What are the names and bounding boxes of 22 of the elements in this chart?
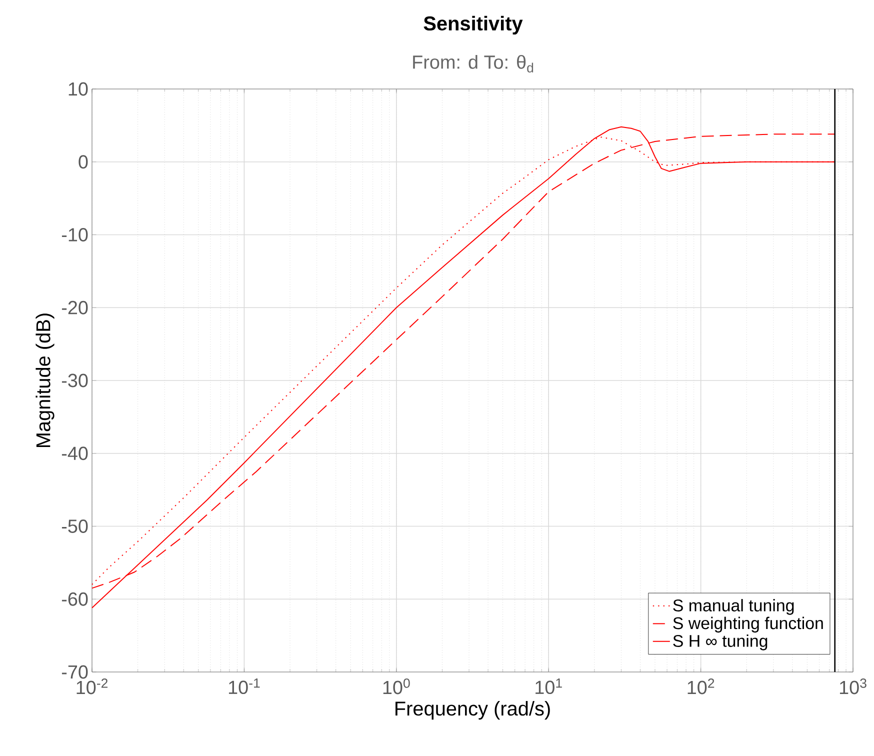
x-tick-label: 10$^{-2}$ bbox=[76, 678, 108, 694]
x-tick-label: 10$^{0}$ bbox=[383, 678, 410, 694]
x-tick-label: 10$^{3}$ bbox=[840, 678, 866, 694]
legend-label: S manual tuning bbox=[673, 599, 794, 615]
y-axis-title: Magnitude (dB) bbox=[36, 314, 54, 447]
x-tick-label: 10$^{2}$ bbox=[688, 678, 714, 694]
chart-subtitle: From: d To: θ$_{d}$ bbox=[413, 54, 534, 72]
y-tick-label: -60 bbox=[62, 592, 88, 606]
legend-label: S H ∞ tuning bbox=[673, 634, 768, 650]
y-tick-label: -50 bbox=[62, 520, 88, 533]
y-tick-label: -30 bbox=[62, 374, 88, 388]
y-tick-label: -20 bbox=[62, 300, 88, 314]
chart-title: Sensitivity bbox=[424, 16, 523, 34]
y-tick-label: -70 bbox=[62, 665, 88, 679]
y-tick-label: 10 bbox=[68, 82, 88, 96]
x-tick-label: 10$^{1}$ bbox=[536, 678, 562, 694]
x-tick-label: 10$^{-1}$ bbox=[228, 678, 260, 694]
y-tick-label: 0 bbox=[78, 155, 88, 169]
y-tick-label: -10 bbox=[62, 228, 88, 242]
legend-label: S weighting function bbox=[673, 616, 823, 633]
x-axis-title: Frequency (rad/s) bbox=[396, 701, 550, 720]
y-tick-label: -40 bbox=[62, 446, 88, 460]
